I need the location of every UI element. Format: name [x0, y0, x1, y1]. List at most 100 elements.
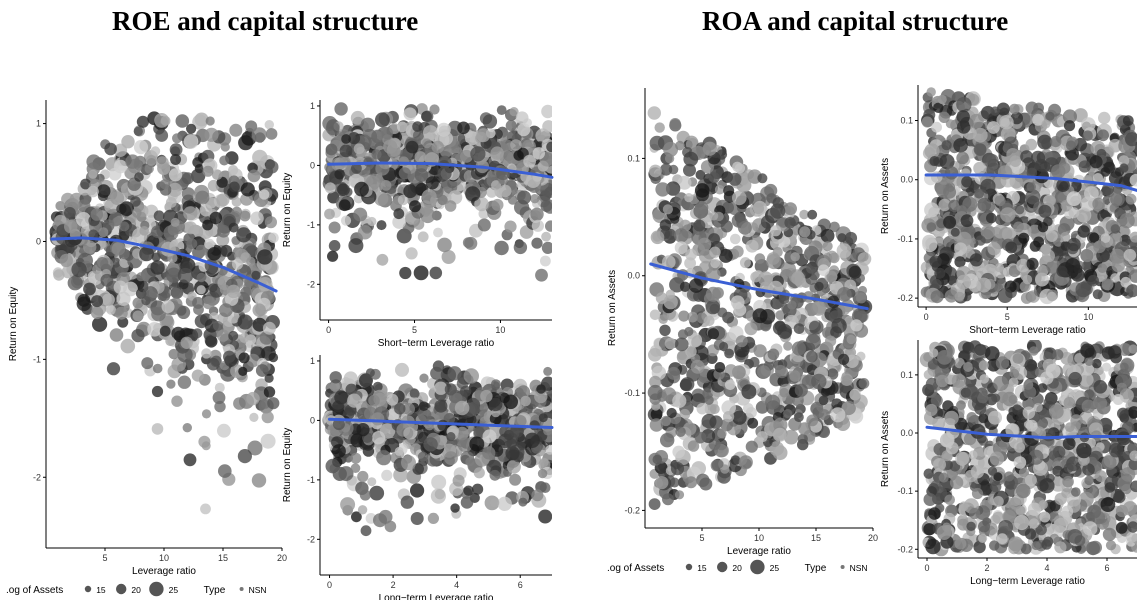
data-point: [474, 196, 489, 212]
data-point: [662, 493, 674, 506]
data-point: [433, 227, 443, 238]
roa-leverage-y-axis-title: Return on Assets: [607, 270, 618, 346]
data-point: [962, 196, 978, 212]
data-point: [472, 483, 484, 495]
y-tick-label: -0.1: [624, 388, 640, 398]
data-point: [59, 253, 73, 268]
data-point: [687, 332, 703, 348]
data-point: [434, 399, 448, 413]
data-point: [217, 423, 231, 438]
data-point: [647, 384, 663, 401]
data-point: [685, 476, 698, 489]
data-point: [749, 356, 760, 368]
data-point: [990, 106, 1000, 116]
roa-short-points: [920, 87, 1137, 305]
data-point: [543, 366, 552, 376]
data-point: [930, 171, 943, 183]
data-point: [337, 183, 350, 197]
data-point: [190, 168, 206, 184]
data-point: [482, 446, 496, 460]
data-point: [405, 140, 419, 154]
data-point: [182, 423, 192, 433]
data-point: [539, 457, 549, 468]
data-point: [476, 128, 491, 143]
data-point: [980, 224, 996, 240]
data-point: [191, 369, 204, 382]
data-point: [661, 387, 677, 402]
data-point: [334, 390, 349, 405]
data-point: [945, 119, 956, 129]
data-point: [488, 397, 503, 412]
data-point: [171, 395, 183, 407]
data-point: [1087, 274, 1099, 287]
data-point: [168, 348, 179, 360]
data-point: [986, 212, 997, 224]
data-point: [664, 337, 677, 350]
data-point: [541, 241, 552, 254]
data-point: [1129, 173, 1137, 187]
data-point: [114, 306, 128, 320]
data-point: [110, 240, 125, 256]
data-point: [649, 309, 661, 321]
x-tick-label: 10: [159, 553, 169, 563]
data-point: [818, 409, 830, 421]
data-point: [806, 350, 818, 363]
data-point: [357, 470, 369, 483]
data-point: [1066, 191, 1082, 207]
data-point: [858, 378, 870, 389]
data-point: [1039, 161, 1051, 173]
data-point: [421, 206, 431, 217]
data-point: [677, 175, 692, 190]
data-point: [811, 373, 827, 390]
roe-long-x-axis-title: Long−term Leverage ratio: [379, 593, 494, 600]
data-point: [857, 252, 872, 266]
data-point: [752, 308, 768, 324]
data-point: [328, 240, 341, 252]
data-point: [338, 466, 354, 482]
data-point: [119, 201, 134, 217]
data-point: [1103, 161, 1116, 174]
data-point: [696, 473, 710, 487]
roe-leverage-y-axis-title: Return on Equity: [8, 287, 19, 362]
data-point: [238, 352, 250, 364]
data-point: [1125, 132, 1137, 147]
data-point: [437, 237, 452, 253]
data-point: [328, 221, 341, 234]
y-tick-label: -2: [33, 472, 41, 482]
data-point: [968, 113, 984, 129]
data-point: [954, 256, 966, 268]
data-point: [237, 314, 253, 330]
roa-long-points: [919, 340, 1137, 557]
data-point: [104, 142, 117, 156]
data-point: [223, 350, 236, 363]
data-point: [775, 310, 785, 320]
data-point: [757, 365, 771, 379]
data-point: [419, 373, 429, 383]
data-point: [251, 270, 261, 280]
data-point: [1045, 111, 1055, 121]
data-point: [721, 400, 736, 415]
data-point: [724, 348, 734, 359]
data-point: [380, 180, 392, 191]
data-point: [688, 278, 704, 293]
data-point: [170, 154, 182, 165]
roa-short-x-axis-title: Short−term Leverage ratio: [969, 325, 1086, 336]
data-point: [113, 280, 128, 294]
data-point: [724, 379, 736, 391]
data-point: [156, 156, 169, 170]
data-point: [941, 140, 952, 151]
data-point: [717, 428, 727, 439]
data-point: [507, 195, 518, 205]
data-point: [403, 427, 416, 440]
data-point: [145, 155, 157, 166]
data-point: [1056, 178, 1070, 192]
y-tick-label: 0.1: [900, 116, 913, 126]
data-point: [774, 364, 787, 377]
data-point: [783, 409, 793, 419]
data-point: [1126, 284, 1137, 298]
data-point: [509, 473, 522, 486]
data-point: [987, 242, 1001, 256]
data-point: [177, 267, 194, 284]
data-point: [530, 207, 544, 221]
data-point: [538, 509, 552, 524]
